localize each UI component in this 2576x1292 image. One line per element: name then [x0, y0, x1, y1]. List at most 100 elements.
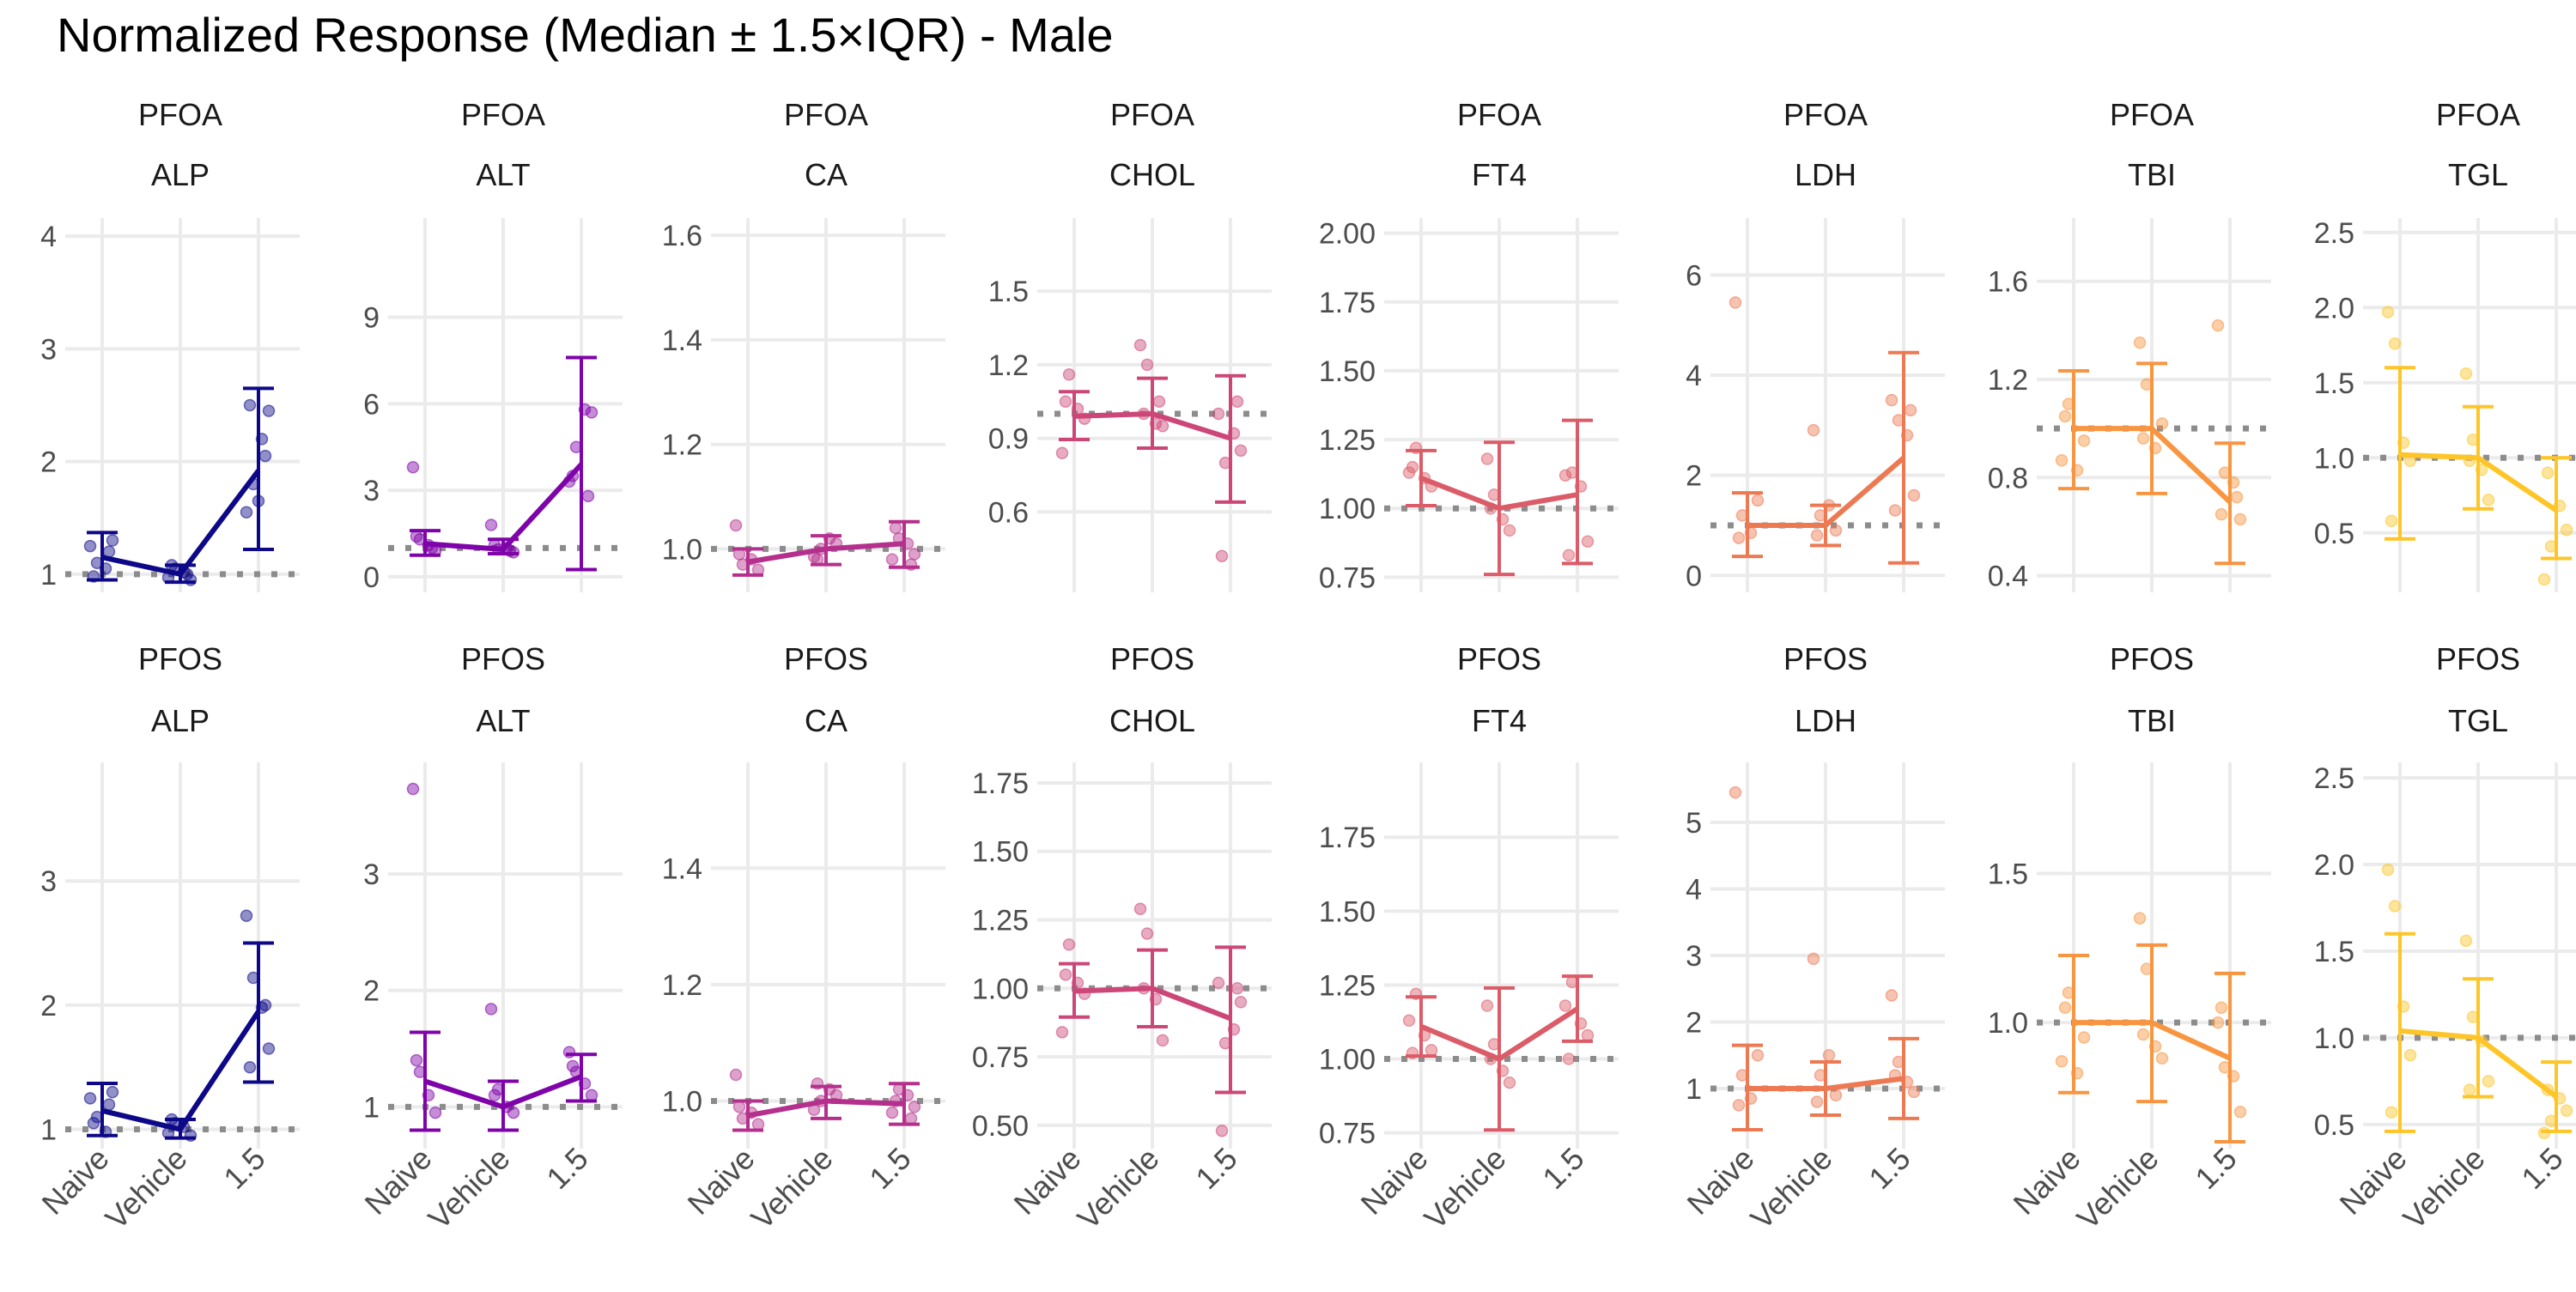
strip-label-compound: PFOA — [138, 97, 222, 132]
strip-label-endpoint: ALP — [151, 157, 210, 192]
data-point — [2077, 434, 2091, 447]
data-point — [484, 519, 498, 531]
data-point — [2388, 900, 2402, 913]
y-tick-label: 1 — [1686, 1073, 1702, 1106]
strip-label-endpoint: ALT — [476, 703, 530, 738]
data-point — [732, 1101, 746, 1113]
data-point — [106, 534, 119, 547]
strip-label-endpoint: FT4 — [1472, 703, 1527, 738]
chart-title: Normalized Response (Median ± 1.5×IQR) -… — [57, 8, 1114, 62]
data-point — [1133, 338, 1147, 352]
data-point — [1885, 393, 1899, 407]
strip-label-endpoint: CA — [805, 703, 848, 738]
y-tick-label: 1.0 — [2314, 1022, 2354, 1055]
data-point — [585, 406, 598, 419]
data-point — [2541, 466, 2555, 479]
y-tick-label: 1.5 — [988, 276, 1029, 308]
data-point — [889, 521, 902, 535]
data-point — [1907, 488, 1921, 502]
strip-label-compound: PFOA — [784, 97, 868, 132]
panel-pfoa-tbi: PFOA TBI 0.4 0.8 1.2 1.6 — [1988, 97, 2271, 593]
strip-label-compound: PFOA — [2110, 97, 2194, 132]
data-point — [262, 1042, 276, 1055]
data-point — [885, 553, 899, 566]
data-point — [2136, 1028, 2150, 1041]
y-tick-label: 1.2 — [662, 969, 702, 1002]
data-point — [885, 1106, 899, 1119]
data-point — [2459, 367, 2473, 380]
strip-label-compound: PFOA — [2436, 97, 2520, 132]
x-tick-label: Vehicle — [1071, 1141, 1166, 1236]
strip-label-compound: PFOS — [1110, 641, 1194, 676]
data-point — [1885, 989, 1899, 1002]
median-line — [424, 462, 584, 552]
data-point — [1480, 999, 1494, 1012]
data-point — [1212, 976, 1225, 990]
data-point — [2233, 1106, 2247, 1119]
y-tick-label: 3 — [363, 858, 380, 891]
data-point — [1215, 1124, 1229, 1137]
y-tick-label: 1.0 — [2314, 442, 2354, 475]
x-tick-label: 1.5 — [2514, 1141, 2569, 1196]
y-tick-label: 1.50 — [1319, 355, 1376, 388]
data-point — [2560, 1104, 2573, 1117]
data-point — [1904, 403, 1917, 417]
y-tick-label: 1.0 — [662, 1086, 702, 1119]
y-tick-label: 1.50 — [972, 836, 1029, 869]
data-point — [2077, 1031, 2091, 1044]
y-tick-label: 1.00 — [972, 973, 1029, 1005]
x-tick-label: Vehicle — [422, 1141, 517, 1236]
data-point — [1562, 1052, 1576, 1065]
data-point — [1728, 786, 1742, 799]
data-point — [258, 998, 272, 1012]
data-point — [1810, 1095, 1824, 1108]
strip-label-compound: PFOS — [2110, 641, 2194, 676]
y-tick-label: 1.6 — [1988, 266, 2028, 299]
median-line — [747, 541, 905, 565]
y-tick-label: 6 — [1686, 259, 1702, 292]
y-tick-label: 1.5 — [2314, 936, 2354, 968]
data-point — [262, 404, 276, 417]
y-tick-label: 2 — [1686, 460, 1702, 493]
y-tick-label: 1.00 — [1319, 493, 1376, 525]
data-point — [1059, 968, 1072, 981]
y-tick-label: 1.00 — [1319, 1044, 1376, 1077]
data-point — [1829, 524, 1843, 537]
x-tick-label: 1.5 — [862, 1141, 917, 1196]
y-tick-label: 1.75 — [1319, 822, 1376, 854]
data-point — [1059, 395, 1072, 408]
median-line — [2399, 1028, 2558, 1099]
y-tick-label: 2.5 — [2314, 217, 2354, 250]
strip-label-compound: PFOA — [461, 97, 545, 132]
y-tick-label: 2 — [40, 990, 57, 1022]
strip-label-compound: PFOS — [1457, 641, 1541, 676]
median-line — [424, 1074, 583, 1110]
y-tick-label: 0.50 — [972, 1110, 1029, 1143]
y-tick-label: 1 — [40, 559, 57, 591]
median-line — [101, 1010, 261, 1132]
data-point — [1732, 1099, 1746, 1112]
y-tick-label: 3 — [1686, 940, 1702, 973]
data-point — [2155, 1052, 2169, 1065]
median-line — [1747, 1076, 1905, 1091]
data-point — [1215, 549, 1229, 562]
data-point — [2155, 417, 2169, 430]
y-tick-label: 4 — [1686, 874, 1702, 907]
data-point — [751, 1118, 765, 1131]
data-point — [1402, 1014, 1416, 1028]
data-point — [2403, 1048, 2417, 1062]
data-point — [2136, 432, 2150, 445]
y-tick-label: 1.75 — [972, 767, 1029, 800]
data-point — [87, 1117, 100, 1130]
data-point — [585, 1089, 598, 1101]
median-line — [2074, 1020, 2232, 1061]
y-tick-label: 1 — [363, 1091, 380, 1124]
data-point — [2537, 573, 2551, 586]
median-line — [2074, 426, 2233, 505]
panel-pfoa-ca: PFOA CA 1.0 1.2 1.4 1.6 — [662, 97, 945, 592]
